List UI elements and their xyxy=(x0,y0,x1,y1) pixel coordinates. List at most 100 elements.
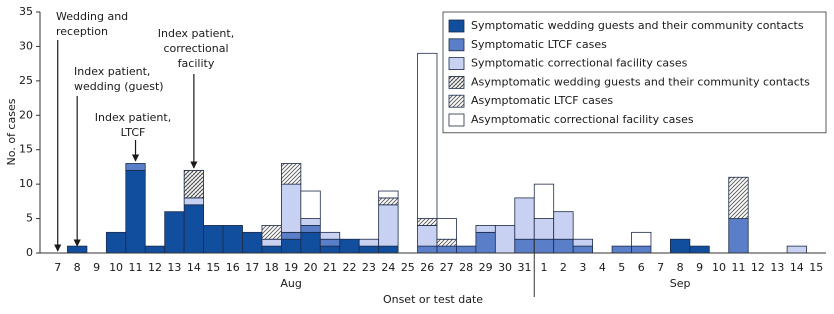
bar-segment xyxy=(125,169,146,254)
annotation-text: LTCF xyxy=(121,126,146,139)
x-tick-label: 24 xyxy=(381,261,395,274)
y-tick-label: 20 xyxy=(19,108,33,121)
bar-segment xyxy=(728,218,749,254)
annotation-text: wedding (guest) xyxy=(74,80,164,93)
bar-segment xyxy=(514,238,535,254)
bar-segment xyxy=(631,231,652,247)
x-tick-label: 1 xyxy=(540,261,547,274)
annotation-text: reception xyxy=(56,25,108,38)
bar-segment xyxy=(417,218,438,226)
bar-segment xyxy=(183,169,204,199)
x-tick-label: 30 xyxy=(498,261,512,274)
x-tick-label: 10 xyxy=(109,261,123,274)
x-tick-label: 11 xyxy=(129,261,143,274)
legend-swatch xyxy=(448,113,465,127)
bar-segment xyxy=(183,197,204,206)
legend-label: Symptomatic LTCF cases xyxy=(471,38,607,51)
x-tick-label: 5 xyxy=(618,261,625,274)
x-tick-label: 31 xyxy=(518,261,532,274)
bar-segment xyxy=(378,197,399,206)
x-tick-label: 18 xyxy=(265,261,279,274)
bar-segment xyxy=(242,231,263,254)
bar-segment xyxy=(319,245,341,254)
bar-segment xyxy=(417,225,438,247)
bar-segment xyxy=(144,245,166,254)
x-tick-label: 9 xyxy=(696,261,703,274)
bar-segment xyxy=(319,231,341,240)
y-tick-label: 35 xyxy=(19,5,33,18)
bar-segment xyxy=(553,238,574,254)
y-tick-label: 5 xyxy=(26,212,33,225)
x-tick-label: 28 xyxy=(459,261,473,274)
annotation-text: correctional xyxy=(163,42,228,55)
annotation-text: Index patient, xyxy=(95,111,171,124)
bar-segment xyxy=(533,238,555,254)
legend-label: Symptomatic wedding guests and their com… xyxy=(471,19,804,32)
annotation-text: Index patient, xyxy=(158,27,234,40)
x-tick-label: 6 xyxy=(638,261,645,274)
legend-box xyxy=(442,11,827,134)
bar-segment xyxy=(280,231,302,240)
bar-segment xyxy=(261,245,282,254)
x-tick-label: 23 xyxy=(362,261,376,274)
bar-segment xyxy=(280,238,302,254)
x-tick-label: 17 xyxy=(245,261,259,274)
bar-segment xyxy=(417,245,438,254)
y-tick-label: 30 xyxy=(19,39,33,52)
legend-swatch xyxy=(448,38,465,52)
legend-label: Asymptomatic wedding guests and their co… xyxy=(471,75,810,88)
bar-segment xyxy=(514,197,535,240)
month-label: Sep xyxy=(670,277,691,290)
x-tick-label: 3 xyxy=(579,261,586,274)
bar-segment xyxy=(533,218,555,240)
bar-segment xyxy=(689,245,710,254)
bar-segment xyxy=(378,190,399,199)
x-tick-label: 7 xyxy=(657,261,664,274)
bar-segment xyxy=(436,245,457,254)
bar-segment xyxy=(494,225,516,254)
bar-segment xyxy=(125,163,146,171)
x-tick-label: 2 xyxy=(560,261,567,274)
bar-segment xyxy=(456,245,477,254)
x-tick-label: 7 xyxy=(54,261,61,274)
legend-label: Asymptomatic LTCF cases xyxy=(471,94,613,107)
bar-segment xyxy=(222,225,243,254)
bar-segment xyxy=(631,245,652,254)
bar-segment xyxy=(300,231,321,254)
bar-segment xyxy=(417,52,438,219)
bar-segment xyxy=(358,245,380,254)
bar-segment xyxy=(553,211,574,240)
legend-swatch xyxy=(448,94,465,108)
legend-swatch xyxy=(448,57,465,70)
x-tick-label: 12 xyxy=(148,261,162,274)
annotation-text: Index patient, xyxy=(74,65,150,78)
x-tick-label: 10 xyxy=(712,261,726,274)
y-tick-label: 25 xyxy=(19,74,33,87)
bar-segment xyxy=(786,245,807,254)
y-tick-label: 10 xyxy=(19,177,33,190)
bar-segment xyxy=(280,183,302,233)
x-tick-label: 14 xyxy=(790,261,804,274)
x-tick-label: 15 xyxy=(809,261,823,274)
bar-segment xyxy=(611,245,632,254)
x-tick-label: 15 xyxy=(206,261,220,274)
x-axis-title: Onset or test date xyxy=(383,293,483,306)
bar-segment xyxy=(670,238,691,254)
legend-label: Asymptomatic correctional facility cases xyxy=(471,113,694,126)
x-tick-label: 16 xyxy=(226,261,240,274)
x-tick-label: 13 xyxy=(167,261,181,274)
bar-segment xyxy=(572,245,594,254)
annotation-text: facility xyxy=(178,57,215,70)
bar-segment xyxy=(533,183,555,219)
x-tick-label: 8 xyxy=(74,261,81,274)
bar-segment xyxy=(319,238,341,247)
x-tick-label: 21 xyxy=(323,261,337,274)
y-tick-label: 15 xyxy=(19,143,33,156)
legend-swatch xyxy=(448,19,465,33)
bar-segment xyxy=(105,231,127,254)
x-tick-label: 25 xyxy=(401,261,415,274)
x-tick-label: 22 xyxy=(342,261,356,274)
month-label: Aug xyxy=(280,277,301,290)
bar-segment xyxy=(378,245,399,254)
